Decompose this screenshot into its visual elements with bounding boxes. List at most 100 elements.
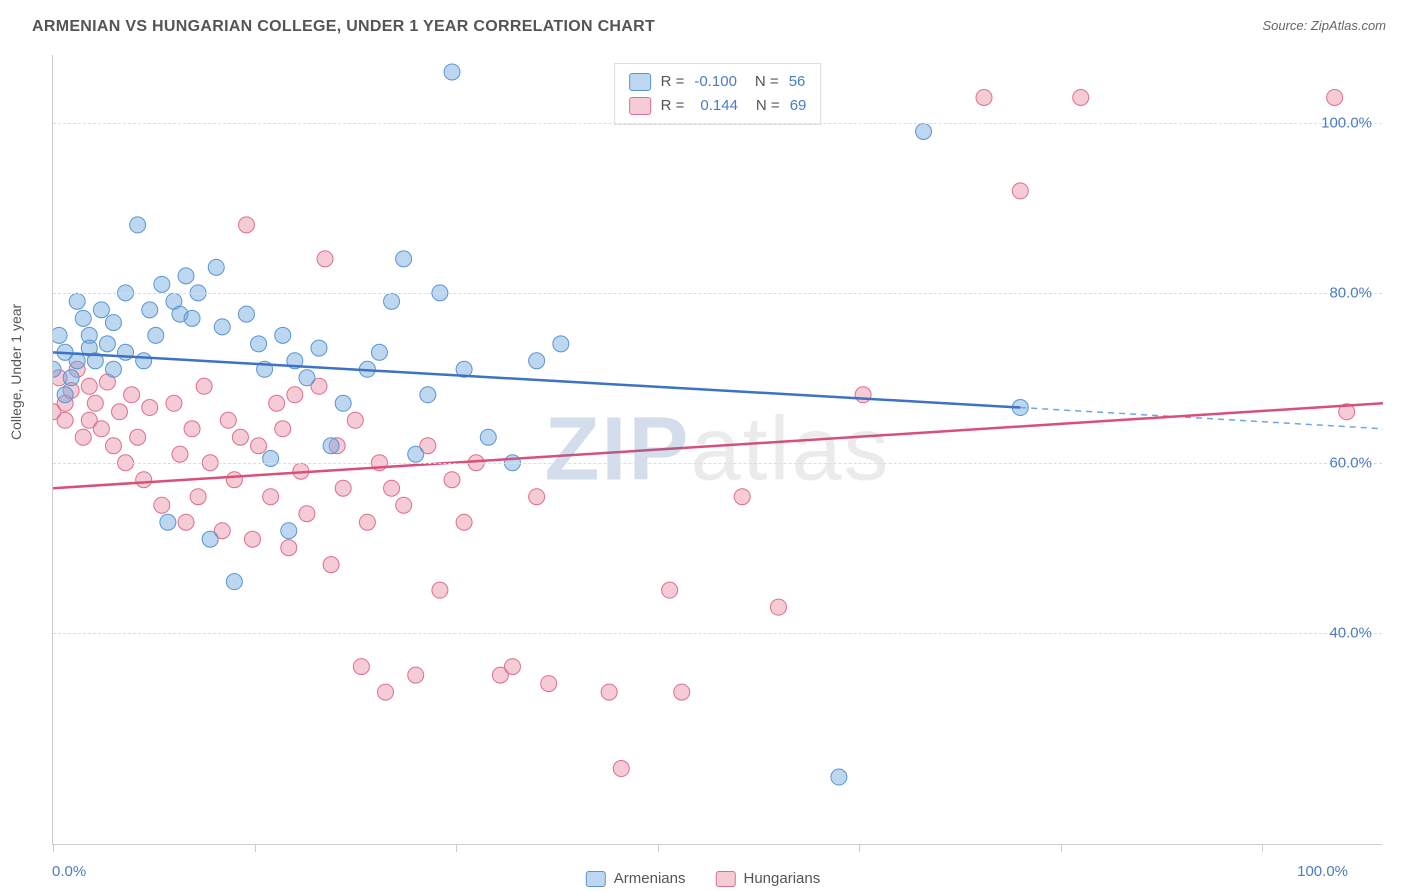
data-point xyxy=(57,412,73,428)
data-point xyxy=(359,514,375,530)
x-tick xyxy=(859,844,860,852)
data-point xyxy=(1012,183,1028,199)
data-point xyxy=(299,370,315,386)
data-point xyxy=(831,769,847,785)
data-point xyxy=(335,395,351,411)
r-value-armenians: -0.100 xyxy=(694,70,737,94)
data-point xyxy=(504,659,520,675)
data-point xyxy=(529,489,545,505)
data-point xyxy=(335,480,351,496)
x-tick xyxy=(53,844,54,852)
data-point xyxy=(214,319,230,335)
y-axis-label: College, Under 1 year xyxy=(8,304,24,440)
data-point xyxy=(347,412,363,428)
data-point xyxy=(480,429,496,445)
swatch-icon xyxy=(586,871,606,887)
data-point xyxy=(136,472,152,488)
data-point xyxy=(263,450,279,466)
swatch-icon xyxy=(629,73,651,91)
legend-row-armenians: R = -0.100 N = 56 xyxy=(629,70,807,94)
gridline xyxy=(53,293,1382,294)
data-point xyxy=(166,395,182,411)
x-tick xyxy=(1262,844,1263,852)
data-point xyxy=(184,310,200,326)
y-tick-label: 60.0% xyxy=(1329,454,1372,471)
data-point xyxy=(251,438,267,454)
n-label: N = xyxy=(756,94,780,118)
data-point xyxy=(75,310,91,326)
legend-label: Hungarians xyxy=(743,870,820,887)
data-point xyxy=(226,574,242,590)
chart-title: ARMENIAN VS HUNGARIAN COLLEGE, UNDER 1 Y… xyxy=(32,18,655,36)
data-point xyxy=(238,217,254,233)
y-tick-label: 40.0% xyxy=(1329,624,1372,641)
data-point xyxy=(172,446,188,462)
data-point xyxy=(75,429,91,445)
x-tick-0: 0.0% xyxy=(52,863,86,880)
data-point xyxy=(287,387,303,403)
data-point xyxy=(130,217,146,233)
r-label: R = xyxy=(661,94,685,118)
swatch-icon xyxy=(715,871,735,887)
data-point xyxy=(93,421,109,437)
data-point xyxy=(178,268,194,284)
data-point xyxy=(323,557,339,573)
data-point xyxy=(384,293,400,309)
n-value-armenians: 56 xyxy=(789,70,806,94)
data-point xyxy=(456,514,472,530)
data-point xyxy=(154,497,170,513)
data-point xyxy=(770,599,786,615)
data-point xyxy=(69,293,85,309)
data-point xyxy=(251,336,267,352)
data-point xyxy=(432,582,448,598)
data-point xyxy=(184,421,200,437)
data-point xyxy=(105,361,121,377)
data-point xyxy=(269,395,285,411)
legend-item-hungarians: Hungarians xyxy=(715,870,820,887)
y-tick-label: 100.0% xyxy=(1321,114,1372,131)
data-point xyxy=(662,582,678,598)
data-point xyxy=(245,531,261,547)
data-point xyxy=(1327,89,1343,105)
data-point xyxy=(124,387,140,403)
data-point xyxy=(674,684,690,700)
data-point xyxy=(529,353,545,369)
data-point xyxy=(87,395,103,411)
data-point xyxy=(53,327,67,343)
x-tick xyxy=(456,844,457,852)
n-value-hungarians: 69 xyxy=(790,94,807,118)
data-point xyxy=(408,446,424,462)
data-point xyxy=(178,514,194,530)
data-point xyxy=(976,89,992,105)
legend-correlation: R = -0.100 N = 56 R = 0.144 N = 69 xyxy=(614,63,822,125)
data-point xyxy=(105,438,121,454)
data-point xyxy=(613,761,629,777)
data-point xyxy=(444,472,460,488)
legend-label: Armenians xyxy=(614,870,686,887)
swatch-icon xyxy=(629,97,651,115)
data-point xyxy=(275,421,291,437)
data-point xyxy=(142,400,158,416)
data-point xyxy=(916,123,932,139)
data-point xyxy=(57,387,73,403)
data-point xyxy=(136,353,152,369)
data-point xyxy=(420,387,436,403)
data-point xyxy=(148,327,164,343)
data-point xyxy=(601,684,617,700)
data-point xyxy=(299,506,315,522)
data-point xyxy=(232,429,248,445)
data-point xyxy=(408,667,424,683)
r-value-hungarians: 0.144 xyxy=(700,94,738,118)
y-tick-label: 80.0% xyxy=(1329,284,1372,301)
source-label: Source: ZipAtlas.com xyxy=(1262,18,1386,33)
data-point xyxy=(444,64,460,80)
data-point xyxy=(160,514,176,530)
legend-series: Armenians Hungarians xyxy=(586,870,820,887)
data-point xyxy=(396,497,412,513)
r-label: R = xyxy=(661,70,685,94)
legend-row-hungarians: R = 0.144 N = 69 xyxy=(629,94,807,118)
data-point xyxy=(238,306,254,322)
x-tick xyxy=(255,844,256,852)
data-point xyxy=(142,302,158,318)
n-label: N = xyxy=(755,70,779,94)
